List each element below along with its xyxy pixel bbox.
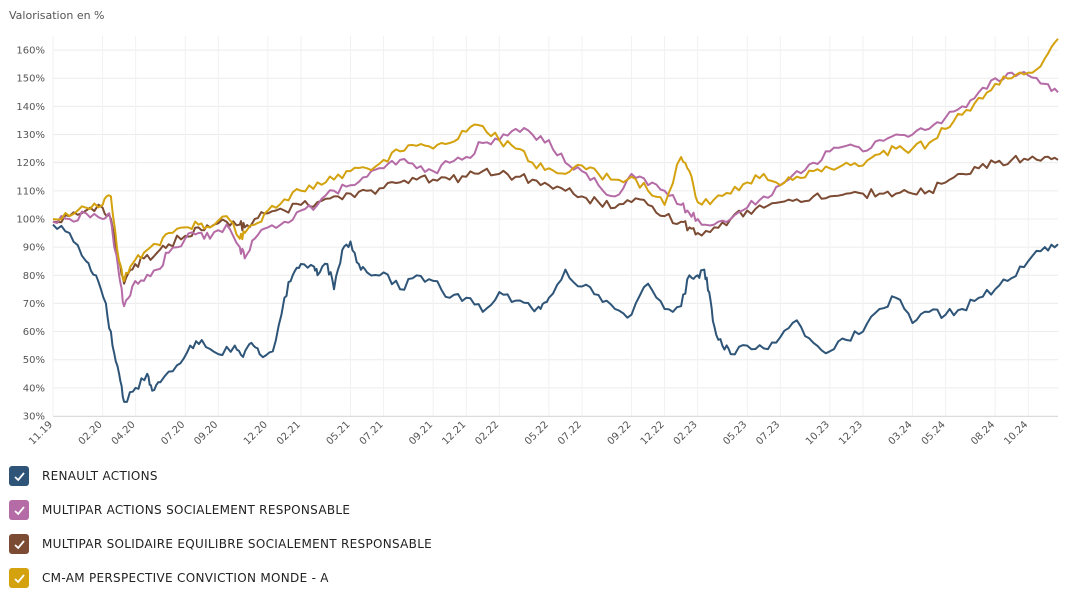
y-axis-title: Valorisation en %: [9, 9, 105, 22]
check-icon: [13, 471, 25, 481]
legend-item-1[interactable]: MULTIPAR ACTIONS SOCIALEMENT RESPONSABLE: [9, 493, 432, 527]
legend-checkbox[interactable]: [9, 534, 29, 554]
y-tick-label: 130%: [16, 130, 45, 141]
y-tick-label: 140%: [16, 102, 45, 113]
x-tick-label: 12.23: [837, 419, 865, 447]
x-tick-label: 08.24: [969, 419, 997, 447]
x-tick-label: 07.20: [159, 419, 187, 447]
x-tick-label: 07.23: [754, 419, 782, 447]
x-tick-label: 12.20: [242, 419, 270, 447]
check-icon: [13, 539, 25, 549]
y-tick-label: 100%: [16, 214, 45, 225]
series-line-0: [52, 223, 1059, 403]
x-tick-label: 04.20: [110, 419, 138, 447]
y-tick-label: 60%: [23, 327, 45, 338]
y-tick-label: 70%: [23, 299, 45, 310]
y-axis: 30% 40% 50% 60% 70% 80% 90% 100% 110% 120% 130% 140…: [16, 46, 45, 423]
legend-checkbox[interactable]: [9, 466, 29, 486]
x-tick-label: 10.23: [804, 419, 832, 447]
x-tick-label: 09.21: [407, 419, 435, 447]
x-tick-label: 10.24: [1002, 419, 1030, 447]
series-line-1: [52, 71, 1059, 308]
x-tick-label: 02.22: [473, 419, 501, 447]
x-tick-label: 03.24: [887, 419, 915, 447]
y-tick-label: 120%: [16, 158, 45, 169]
series-line-2: [52, 154, 1059, 285]
legend-item-0[interactable]: RENAULT ACTIONS: [9, 459, 432, 493]
x-tick-label: 09.22: [606, 419, 634, 447]
legend-label: MULTIPAR ACTIONS SOCIALEMENT RESPONSABLE: [42, 503, 351, 517]
x-tick-label: 12.22: [639, 419, 667, 447]
x-tick-label: 02.20: [77, 419, 105, 447]
line-chart: 30% 40% 50% 60% 70% 80% 90% 100% 110% 120% 130% 140…: [16, 36, 1059, 447]
x-tick-label: 07.21: [358, 419, 386, 447]
x-tick-label: 05.23: [721, 419, 749, 447]
grid: [52, 36, 1058, 417]
x-tick-label: 09.20: [192, 419, 220, 447]
x-axis: 11.19 02.20 04.20 07.20 09.20 12.20 02.21 05.21…: [27, 419, 1030, 447]
y-tick-label: 160%: [16, 46, 45, 57]
series-line-3: [52, 38, 1059, 282]
y-tick-label: 90%: [23, 243, 45, 254]
x-tick-label: 05.21: [325, 419, 353, 447]
x-tick-label: 05.22: [523, 419, 551, 447]
check-icon: [13, 573, 25, 583]
legend-checkbox[interactable]: [9, 568, 29, 588]
legend-label: CM-AM PERSPECTIVE CONVICTION MONDE - A: [42, 571, 329, 585]
legend-checkbox[interactable]: [9, 500, 29, 520]
x-tick-label: 12.21: [440, 419, 468, 447]
y-tick-label: 40%: [23, 383, 45, 394]
x-tick-label: 02.21: [275, 419, 303, 447]
check-icon: [13, 505, 25, 515]
series-lines: [52, 38, 1059, 403]
x-tick-label: 05.24: [920, 419, 948, 447]
y-tick-label: 50%: [23, 355, 45, 366]
legend: RENAULT ACTIONS MULTIPAR ACTIONS SOCIALE…: [9, 459, 432, 595]
legend-item-3[interactable]: CM-AM PERSPECTIVE CONVICTION MONDE - A: [9, 561, 432, 595]
legend-item-2[interactable]: MULTIPAR SOLIDAIRE EQUILIBRE SOCIALEMENT…: [9, 527, 432, 561]
legend-label: RENAULT ACTIONS: [42, 469, 158, 483]
x-tick-label: 07.22: [556, 419, 584, 447]
legend-label: MULTIPAR SOLIDAIRE EQUILIBRE SOCIALEMENT…: [42, 537, 433, 551]
x-tick-label: 11.19: [27, 419, 55, 447]
y-tick-label: 150%: [16, 74, 45, 85]
x-tick-label: 02.23: [672, 419, 700, 447]
y-tick-label: 80%: [23, 271, 45, 282]
y-tick-label: 30%: [23, 412, 45, 423]
y-tick-label: 110%: [16, 186, 45, 197]
